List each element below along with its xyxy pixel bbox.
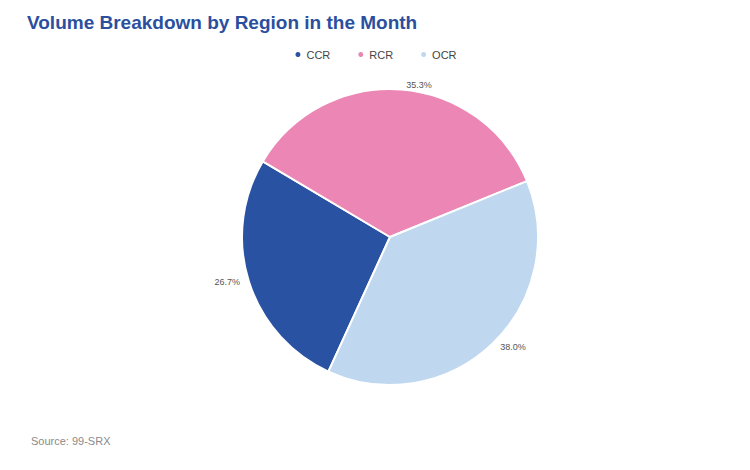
- svg-text:CCR: CCR: [306, 49, 330, 61]
- svg-text:OCR: OCR: [432, 49, 457, 61]
- svg-text:35.3%: 35.3%: [406, 80, 432, 90]
- svg-text:Volume Breakdown by Region in: Volume Breakdown by Region in the Month: [27, 12, 417, 33]
- svg-text:RCR: RCR: [369, 49, 393, 61]
- svg-text:26.7%: 26.7%: [214, 277, 240, 287]
- svg-text:Source: 99-SRX: Source: 99-SRX: [31, 435, 111, 447]
- svg-text:38.0%: 38.0%: [500, 342, 526, 352]
